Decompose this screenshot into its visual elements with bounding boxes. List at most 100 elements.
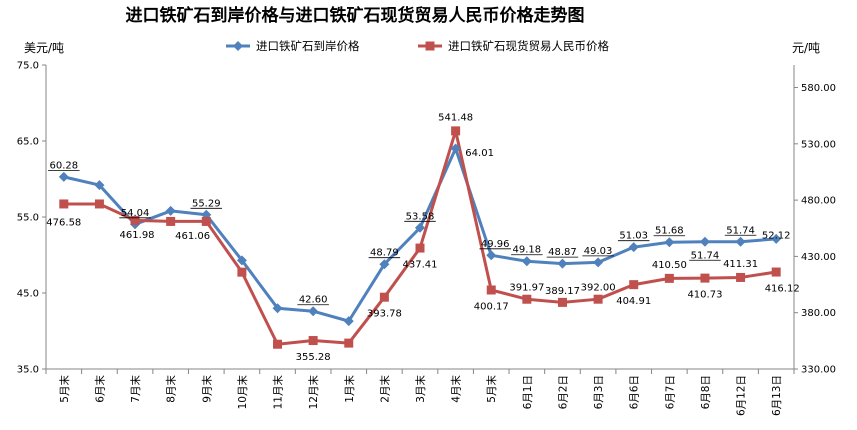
data-label: 51.03 (619, 231, 648, 242)
x-tick-label: 6月7日 (664, 375, 676, 409)
x-tick-label: 8月末 (165, 375, 178, 403)
square-marker (59, 199, 69, 209)
diamond-marker (165, 205, 176, 216)
diamond-marker (450, 143, 461, 154)
x-tick-label: 4月末 (450, 375, 463, 403)
square-marker (308, 336, 318, 346)
x-tick-label: 6月12日 (736, 375, 748, 416)
x-tick-label: 6月8日 (700, 375, 712, 409)
data-label: 64.01 (465, 148, 494, 159)
data-label: 391.97 (509, 283, 544, 294)
data-label: 461.98 (120, 230, 155, 241)
data-labels: 60.28 54.04 55.29 42.60 48.79 53.58 64.01 49.96… (46, 112, 799, 363)
x-tick-label: 5月末 (485, 375, 498, 403)
data-label: 49.96 (481, 239, 510, 250)
x-tick-label: 6月13日 (771, 375, 783, 416)
diamond-marker (94, 180, 105, 191)
data-label: 437.41 (403, 260, 438, 271)
x-tick-label: 6月1日 (522, 375, 534, 409)
data-label: 51.68 (655, 226, 684, 237)
y-left-tick-label: 65.0 (17, 137, 39, 148)
legend: 进口铁矿石到岸价格 进口铁矿石现货贸易人民币价格 (226, 39, 609, 53)
data-label: 51.74 (691, 250, 720, 261)
y-left-tick-label: 75.0 (17, 61, 39, 72)
data-label: 400.17 (474, 301, 509, 312)
square-marker (237, 267, 247, 277)
x-tick-label: 7月末 (129, 375, 142, 403)
data-label: 48.79 (370, 248, 399, 259)
diamond-marker (771, 233, 782, 244)
data-label: 404.91 (616, 296, 651, 307)
legend-diamond-marker (233, 41, 243, 51)
square-marker (273, 339, 283, 349)
data-label: 392.00 (581, 283, 616, 294)
diamond-marker (415, 222, 425, 233)
x-tick-label: 2月末 (378, 375, 391, 403)
data-label: 54.04 (121, 208, 150, 219)
square-marker (736, 272, 746, 282)
diamond-marker (486, 250, 497, 261)
square-marker (486, 285, 496, 295)
x-tick-label: 9月末 (200, 375, 213, 403)
data-label: 49.03 (584, 246, 613, 257)
diamond-marker (343, 316, 354, 327)
y-left-tick-label: 45.0 (17, 289, 39, 300)
data-label: 411.31 (723, 259, 758, 270)
legend-label: 进口铁矿石现货贸易人民币价格 (448, 39, 609, 53)
square-marker (344, 338, 354, 348)
data-label: 410.73 (687, 290, 722, 301)
data-label: 55.29 (192, 198, 221, 209)
y-right-tick-label: 330.00 (801, 365, 836, 376)
diamond-marker (236, 255, 247, 266)
square-marker (593, 294, 603, 304)
series-markers (58, 126, 782, 349)
x-tick-label: 11月末 (272, 375, 285, 410)
data-label: 52.12 (762, 230, 791, 241)
x-tick-label: 5月末 (58, 375, 71, 403)
diamond-marker (379, 259, 390, 270)
square-marker (415, 243, 425, 253)
data-label: 355.28 (296, 352, 331, 363)
x-tick-label: 6月2日 (557, 375, 569, 409)
x-tick-label: 10月末 (236, 375, 249, 410)
diamond-marker (308, 306, 319, 317)
data-label: 416.12 (765, 284, 800, 295)
legend-label: 进口铁矿石到岸价格 (256, 39, 360, 53)
square-marker (771, 267, 781, 277)
square-marker (201, 216, 211, 226)
square-marker (700, 273, 710, 283)
data-label: 53.58 (406, 211, 435, 222)
y-left-tick-label: 35.0 (17, 365, 39, 376)
axes: 35.0 45.0 55.0 65.0 75.0 330.00 380.00 430.00 48… (17, 61, 836, 417)
diamond-marker (699, 236, 710, 247)
data-label: 60.28 (49, 160, 78, 171)
x-tick-label: 12月末 (307, 375, 320, 410)
data-label: 476.58 (46, 217, 81, 228)
data-label: 410.50 (652, 260, 687, 271)
diamond-marker (58, 171, 69, 182)
square-marker (451, 126, 461, 136)
data-label: 541.48 (438, 112, 473, 123)
diamond-marker (664, 237, 675, 248)
data-label: 42.60 (299, 295, 328, 306)
data-label: 49.18 (513, 245, 542, 256)
square-marker (94, 199, 104, 209)
square-marker (130, 215, 140, 225)
chart-title: 进口铁矿石到岸价格与进口铁矿石现货贸易人民币价格走势图 (126, 5, 585, 26)
diamond-marker (521, 256, 532, 267)
y-right-tick-label: 430.00 (801, 252, 836, 263)
data-label: 393.78 (367, 309, 402, 320)
data-label: 461.06 (175, 231, 210, 242)
right-axis-unit: 元/吨 (792, 41, 820, 55)
diamond-marker (557, 258, 568, 269)
square-marker (629, 280, 639, 290)
x-tick-label: 6月6日 (629, 375, 641, 409)
y-right-tick-label: 580.00 (801, 83, 836, 94)
x-tick-label: 6月末 (93, 375, 106, 403)
x-tick-label: 6月3日 (593, 375, 605, 409)
y-right-tick-label: 530.00 (801, 139, 836, 150)
left-axis-unit: 美元/吨 (24, 41, 64, 55)
square-marker (522, 294, 532, 304)
data-label: 48.87 (548, 247, 577, 258)
